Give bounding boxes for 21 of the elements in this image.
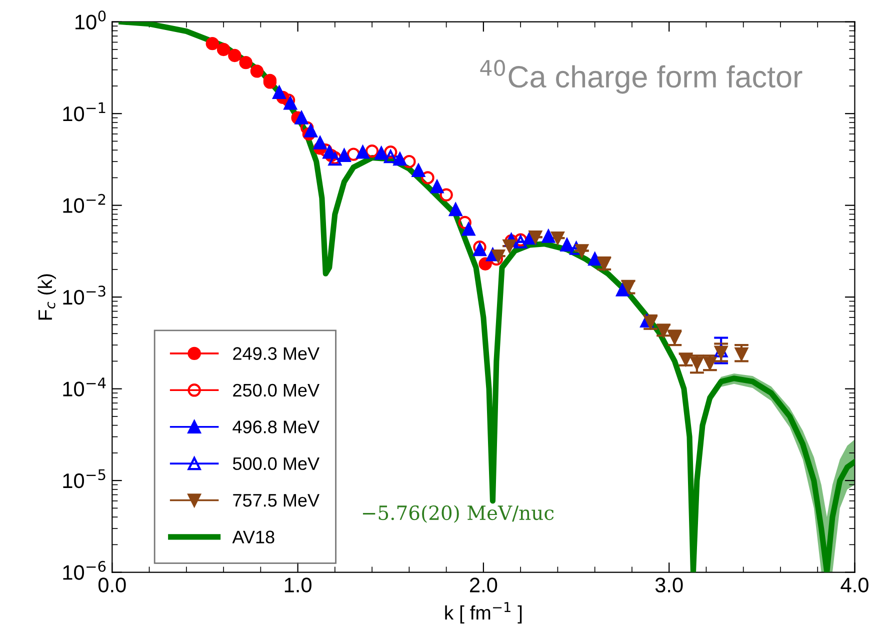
x-axis-title: k [ fm$^{−1}$ ] bbox=[445, 602, 522, 624]
y-tick-label: 10$^{−3}$ bbox=[63, 286, 106, 305]
y-tick-label: 10$^{−2}$ bbox=[63, 194, 106, 213]
legend-label: 250.0 MeV bbox=[233, 384, 320, 397]
legend-label: AV18 bbox=[232, 530, 274, 544]
legend-label: 500.0 MeV bbox=[232, 457, 320, 470]
y-tick-label: 10$^{−5}$ bbox=[63, 469, 106, 488]
x-tick-label: 2.0 bbox=[470, 578, 498, 592]
x-tick-label: 0.0 bbox=[98, 578, 126, 592]
annotation: $^{40}$Ca charge form factor bbox=[480, 60, 802, 94]
x-tick-label: 3.0 bbox=[655, 578, 683, 592]
y-tick-label: 10$^{0}$ bbox=[76, 10, 106, 30]
x-tick-label: 1.0 bbox=[284, 578, 312, 592]
legend-label: 757.5 MeV bbox=[233, 494, 320, 507]
y-tick-label: 10$^{−1}$ bbox=[63, 102, 106, 122]
annotation: −5.76(20) MeV/nuc bbox=[362, 505, 554, 523]
y-axis-title: F$_{c}$ (k) bbox=[38, 274, 56, 320]
legend-label: 496.8 MeV bbox=[232, 420, 320, 434]
y-tick-label: 10$^{−4}$ bbox=[63, 378, 106, 396]
legend-label: 249.3 MeV bbox=[233, 347, 320, 360]
x-tick-label: 4.0 bbox=[840, 578, 868, 592]
